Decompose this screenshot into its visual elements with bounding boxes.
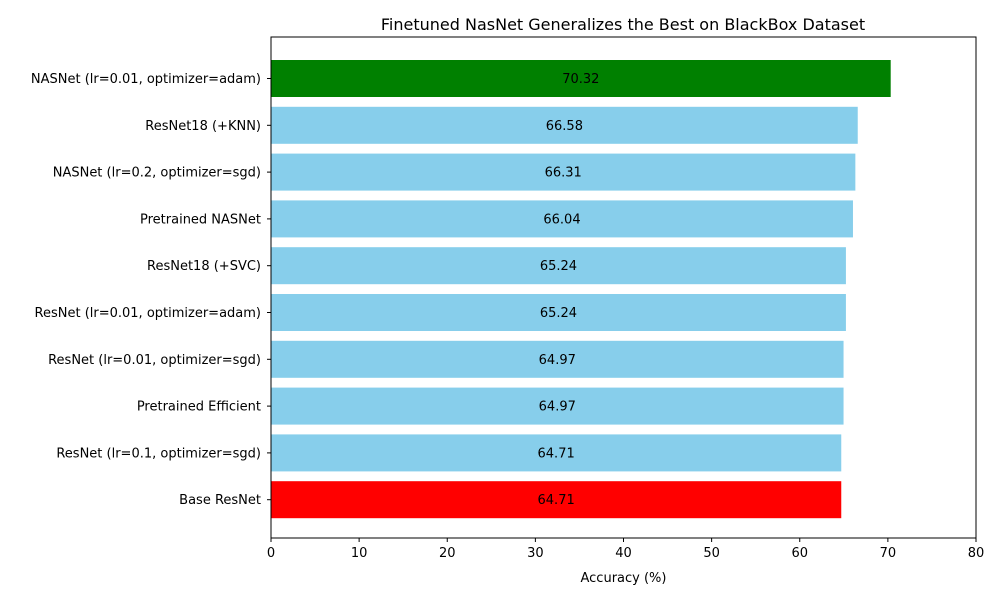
bar bbox=[271, 200, 853, 238]
bar bbox=[271, 387, 844, 425]
x-tick-label: 30 bbox=[527, 546, 544, 561]
x-tick-label: 0 bbox=[267, 546, 275, 561]
plot-frame bbox=[270, 36, 977, 539]
bar bbox=[271, 247, 846, 285]
bar bbox=[271, 481, 842, 519]
y-tick-label: Pretrained Efficient bbox=[137, 400, 261, 415]
y-tick-label: ResNet (lr=0.01, optimizer=sgd) bbox=[48, 353, 261, 368]
x-tick-label: 20 bbox=[439, 546, 456, 561]
bar-value-label: 65.24 bbox=[540, 306, 577, 321]
x-tick-label: 70 bbox=[880, 546, 897, 561]
x-tick-label: 60 bbox=[791, 546, 808, 561]
y-axis: NASNet (lr=0.01, optimizer=adam) ResNet18… bbox=[31, 72, 271, 508]
bar bbox=[271, 60, 891, 97]
bar-value-label: 64.71 bbox=[538, 446, 575, 461]
x-tick-label: 40 bbox=[615, 546, 632, 561]
value-labels-layer: 70.32 66.58 66.31 66.04 65.24 65.24 64.97 64.97… bbox=[538, 72, 600, 508]
bar-value-label: 70.32 bbox=[562, 72, 599, 87]
x-tick-label: 10 bbox=[351, 546, 368, 561]
y-tick-label: ResNet18 (+KNN) bbox=[145, 119, 261, 134]
x-tick-label: 50 bbox=[703, 546, 720, 561]
x-axis: 0 10 20 30 40 50 60 70 80 bbox=[267, 538, 984, 561]
x-axis-label: Accuracy (%) bbox=[581, 571, 667, 586]
y-tick-label: ResNet (lr=0.1, optimizer=sgd) bbox=[56, 446, 261, 461]
y-tick-label: Base ResNet bbox=[179, 493, 261, 508]
bar bbox=[271, 340, 844, 378]
bar bbox=[271, 294, 846, 331]
y-tick-label: ResNet18 (+SVC) bbox=[147, 259, 261, 274]
bar-value-label: 66.31 bbox=[545, 166, 582, 181]
y-tick-label: ResNet (lr=0.01, optimizer=adam) bbox=[35, 306, 261, 321]
bar bbox=[271, 106, 858, 144]
bar-value-label: 64.97 bbox=[539, 353, 576, 368]
bar-value-label: 64.97 bbox=[539, 400, 576, 415]
bars-layer bbox=[271, 60, 891, 519]
chart-title: Finetuned NasNet Generalizes the Best on… bbox=[381, 15, 865, 34]
bar-value-label: 64.71 bbox=[538, 493, 575, 508]
bar-value-label: 66.58 bbox=[546, 119, 583, 134]
y-tick-label: Pretrained NASNet bbox=[140, 212, 261, 227]
bar-value-label: 66.04 bbox=[543, 212, 580, 227]
x-tick-label: 80 bbox=[968, 546, 985, 561]
bar-value-label: 65.24 bbox=[540, 259, 577, 274]
bar bbox=[271, 434, 842, 472]
y-tick-label: NASNet (lr=0.01, optimizer=adam) bbox=[31, 72, 261, 87]
y-tick-label: NASNet (lr=0.2, optimizer=sgd) bbox=[53, 166, 261, 181]
bar bbox=[271, 153, 856, 191]
